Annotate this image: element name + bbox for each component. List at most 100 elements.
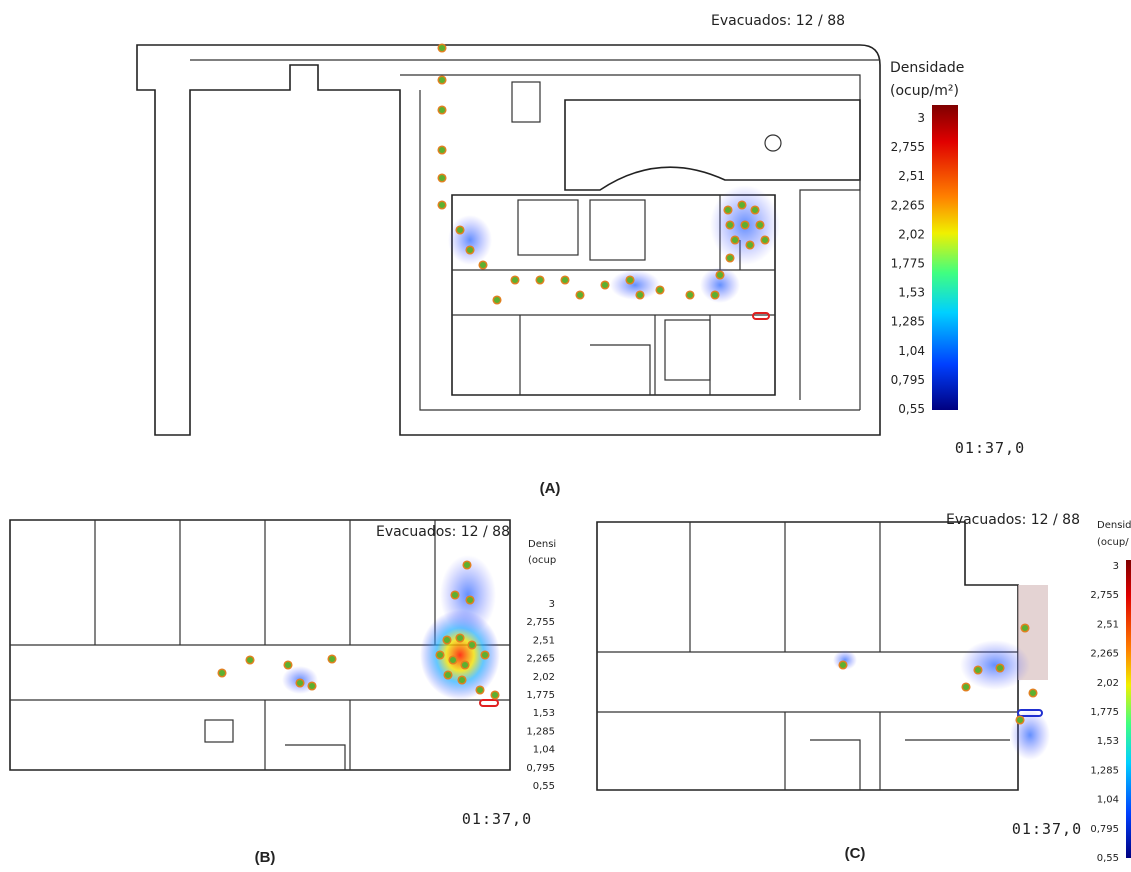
agent (461, 661, 469, 669)
legend-tick: 1,04 (1097, 795, 1119, 806)
agent (536, 276, 544, 284)
agent (731, 236, 739, 244)
agent (436, 651, 444, 659)
legend-tick: 0,55 (1097, 853, 1119, 864)
legend-tick: 3 (917, 111, 925, 125)
agent (491, 691, 499, 699)
legend-tick: 3 (549, 599, 555, 610)
legend-tick: 1,04 (898, 344, 925, 358)
legend-tick: 1,285 (891, 315, 925, 329)
agent (601, 281, 609, 289)
legend-tick: 1,53 (898, 286, 925, 300)
legend-tick: 3 (1113, 561, 1119, 572)
agent (466, 246, 474, 254)
agent (761, 236, 769, 244)
agent (726, 221, 734, 229)
legend-title: Densi (528, 539, 556, 550)
legend-tick: 2,265 (526, 654, 555, 665)
legend-tick: 1,53 (533, 708, 555, 719)
agent (716, 271, 724, 279)
agent (1029, 689, 1037, 697)
panel-label: (B) (255, 849, 276, 866)
agent (756, 221, 764, 229)
agent (576, 291, 584, 299)
agent (463, 561, 471, 569)
legend-tick: 2,265 (1090, 649, 1119, 660)
agent (493, 296, 501, 304)
legend-title: Densid (1097, 520, 1131, 531)
legend-tick: 0,795 (1090, 824, 1119, 835)
agent (511, 276, 519, 284)
legend-tick: 2,02 (898, 227, 925, 241)
agent (438, 201, 446, 209)
legend-tick: 2,51 (533, 635, 555, 646)
agent (456, 634, 464, 642)
agent (738, 201, 746, 209)
agent (444, 671, 452, 679)
agent (1021, 624, 1029, 632)
timer: 01:37,0 (1012, 820, 1082, 838)
agent (724, 206, 732, 214)
agent (746, 241, 754, 249)
agent (438, 44, 446, 52)
agent (686, 291, 694, 299)
agent (438, 76, 446, 84)
evacuated-count: Evacuados: 12 / 88 (376, 524, 510, 540)
legend-tick: 1,775 (1090, 707, 1119, 718)
evacuated-count: Evacuados: 12 / 88 (946, 512, 1080, 528)
agent (839, 661, 847, 669)
agent (438, 146, 446, 154)
legend-title: (ocup/m²) (890, 83, 959, 99)
evacuated-count: Evacuados: 12 / 88 (711, 13, 845, 29)
agent (481, 651, 489, 659)
agent (308, 682, 316, 690)
agent (468, 641, 476, 649)
legend-tick: 2,51 (1097, 619, 1119, 630)
agent (246, 656, 254, 664)
agent (962, 683, 970, 691)
agent (466, 596, 474, 604)
legend-tick: 2,265 (891, 198, 925, 212)
legend-tick: 1,775 (526, 690, 555, 701)
agent (974, 666, 982, 674)
legend-tick: 2,755 (526, 617, 555, 628)
legend-title: Densidade (890, 60, 964, 76)
legend-tick: 0,795 (891, 373, 925, 387)
page: {"panels": [ {"label": "(A)", "evacuated… (0, 0, 1131, 872)
agent (479, 261, 487, 269)
legend-tick: 2,755 (891, 140, 925, 154)
legend-tick: 2,02 (533, 672, 555, 683)
panel-label: (C) (845, 845, 866, 862)
colorbar (932, 105, 958, 410)
agent (443, 636, 451, 644)
agent (449, 656, 457, 664)
timer: 01:37,0 (955, 439, 1025, 457)
panel-label: (A) (540, 480, 561, 497)
legend-tick: 1,285 (1090, 765, 1119, 776)
legend-tick: 1,53 (1097, 736, 1119, 747)
agent (284, 661, 292, 669)
agent (451, 591, 459, 599)
legend-tick: 2,755 (1090, 590, 1119, 601)
legend-tick: 0,55 (533, 781, 555, 792)
agent (636, 291, 644, 299)
exit-marker (480, 700, 498, 706)
agent (626, 276, 634, 284)
labels: (A) Evacuados: 12 / 88 Densidade (ocup/m²) 3… (255, 13, 1131, 866)
legend-tick: 2,51 (898, 169, 925, 183)
agent (996, 664, 1004, 672)
agent (751, 206, 759, 214)
agent (726, 254, 734, 262)
agent (296, 679, 304, 687)
agent (328, 655, 336, 663)
agent (741, 221, 749, 229)
agent (438, 174, 446, 182)
agent (458, 676, 466, 684)
agent (218, 669, 226, 677)
legend-title: (ocup (528, 555, 556, 566)
agent (456, 226, 464, 234)
agent (561, 276, 569, 284)
legend-tick: 0,55 (898, 402, 925, 416)
figure: (A) Evacuados: 12 / 88 Densidade (ocup/m²) 3… (0, 0, 1131, 872)
agent (1016, 716, 1024, 724)
